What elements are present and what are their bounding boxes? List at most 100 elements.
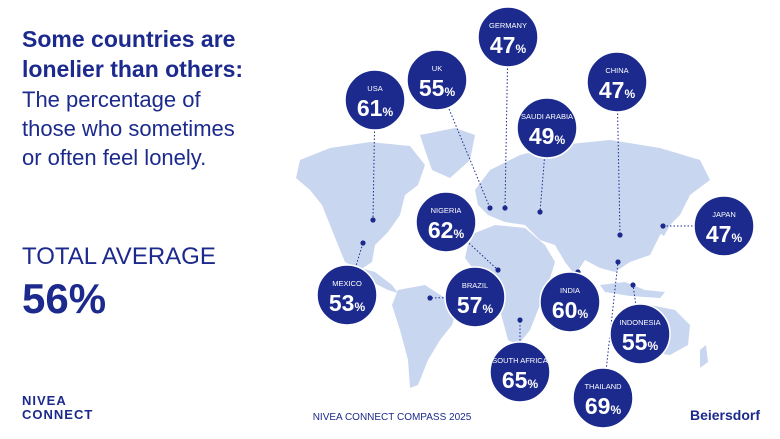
value-number: 55 [419, 75, 445, 101]
value-number: 53 [329, 290, 355, 316]
title-line: lonelier than others: [22, 56, 243, 82]
bubble [316, 264, 378, 326]
total-unit: % [69, 275, 106, 322]
bubble [693, 195, 755, 257]
country-bubble: UK 55% [406, 49, 468, 111]
value-unit: % [527, 377, 538, 391]
country-bubble: GERMANY 47% [477, 6, 539, 68]
value-unit: % [482, 302, 493, 316]
value-unit: % [731, 231, 742, 245]
value-number: 57 [457, 292, 483, 318]
map-dot [370, 217, 376, 223]
country-bubble: SOUTH AFRICA 65% [489, 341, 551, 403]
value-number: 47 [599, 77, 625, 103]
north-america [296, 142, 425, 270]
country-name: SAUDI ARABIA [521, 112, 573, 121]
brand: Beiersdorf [690, 407, 760, 423]
country-bubble: MEXICO 53% [316, 264, 378, 326]
subtitle-line: those who sometimes [22, 116, 235, 141]
country-value: 49% [529, 123, 566, 149]
uk-islands [482, 178, 494, 200]
map-dot [502, 205, 508, 211]
country-name: SOUTH AFRICA [492, 356, 547, 365]
country-bubble: SAUDI ARABIA 49% [516, 97, 578, 159]
country-value: 47% [706, 221, 743, 247]
country-name: GERMANY [489, 21, 527, 30]
map-dot [487, 205, 493, 211]
country-value: 57% [457, 292, 494, 318]
bubble [609, 303, 671, 365]
value-number: 49 [529, 123, 555, 149]
map-dot [517, 317, 523, 323]
country-name: INDIA [560, 286, 580, 295]
map-dot [660, 223, 666, 229]
map-dot [427, 295, 433, 301]
country-value: 62% [428, 217, 465, 243]
value-number: 47 [706, 221, 732, 247]
logo-line: NIVEA [22, 393, 67, 408]
country-name: THAILAND [584, 382, 622, 391]
country-name: NIGERIA [431, 206, 462, 215]
value-unit: % [577, 307, 588, 321]
country-bubble: USA 61% [344, 69, 406, 131]
value-unit: % [554, 133, 565, 147]
leader-line [372, 99, 376, 221]
bubble [406, 49, 468, 111]
country-name: USA [367, 84, 382, 93]
greenland [420, 128, 475, 178]
value-unit: % [515, 42, 526, 56]
value-unit: % [444, 85, 455, 99]
europe-asia [475, 140, 710, 275]
country-name: INDONESIA [619, 318, 660, 327]
country-value: 61% [357, 95, 394, 121]
bubble [344, 69, 406, 131]
total-label: TOTAL AVERAGE [22, 243, 216, 270]
country-bubble: INDONESIA 55% [609, 303, 671, 365]
country-value: 60% [552, 297, 589, 323]
bubble [477, 6, 539, 68]
country-value: 65% [502, 367, 539, 393]
bubble [572, 367, 634, 429]
country-name: UK [432, 64, 442, 73]
total-value: 56% [22, 275, 106, 322]
bubble [415, 191, 477, 253]
subtitle-line: The percentage of [22, 87, 201, 112]
country-name: JAPAN [712, 210, 736, 219]
value-unit: % [647, 339, 658, 353]
new-zealand [700, 345, 708, 368]
value-unit: % [624, 87, 635, 101]
value-number: 60 [552, 297, 578, 323]
bubble [444, 266, 506, 328]
country-name: BRAZIL [462, 281, 488, 290]
map-dot [360, 240, 366, 246]
map-dot [615, 259, 621, 265]
south-america [392, 285, 458, 388]
map-dot [537, 209, 543, 215]
country-bubble: CHINA 47% [586, 51, 648, 113]
country-value: 55% [622, 329, 659, 355]
country-name: CHINA [605, 66, 628, 75]
country-value: 47% [490, 32, 527, 58]
subtitle-line: or often feel lonely. [22, 145, 206, 170]
headline: Some countries are lonelier than others: T… [22, 26, 243, 322]
value-unit: % [610, 403, 621, 417]
map-dot [630, 282, 636, 288]
value-number: 55 [622, 329, 648, 355]
map-dot [617, 232, 623, 238]
logo-line: CONNECT [22, 407, 93, 422]
africa [465, 225, 555, 345]
country-value: 69% [585, 393, 622, 419]
country-bubble: NIGERIA 62% [415, 191, 477, 253]
country-bubble: BRAZIL 57% [444, 266, 506, 328]
bubble [539, 271, 601, 333]
country-bubble: JAPAN 47% [693, 195, 755, 257]
country-value: 53% [329, 290, 366, 316]
value-unit: % [382, 105, 393, 119]
bubble [586, 51, 648, 113]
indonesia-islands [600, 282, 665, 298]
country-value: 47% [599, 77, 636, 103]
value-unit: % [354, 300, 365, 314]
